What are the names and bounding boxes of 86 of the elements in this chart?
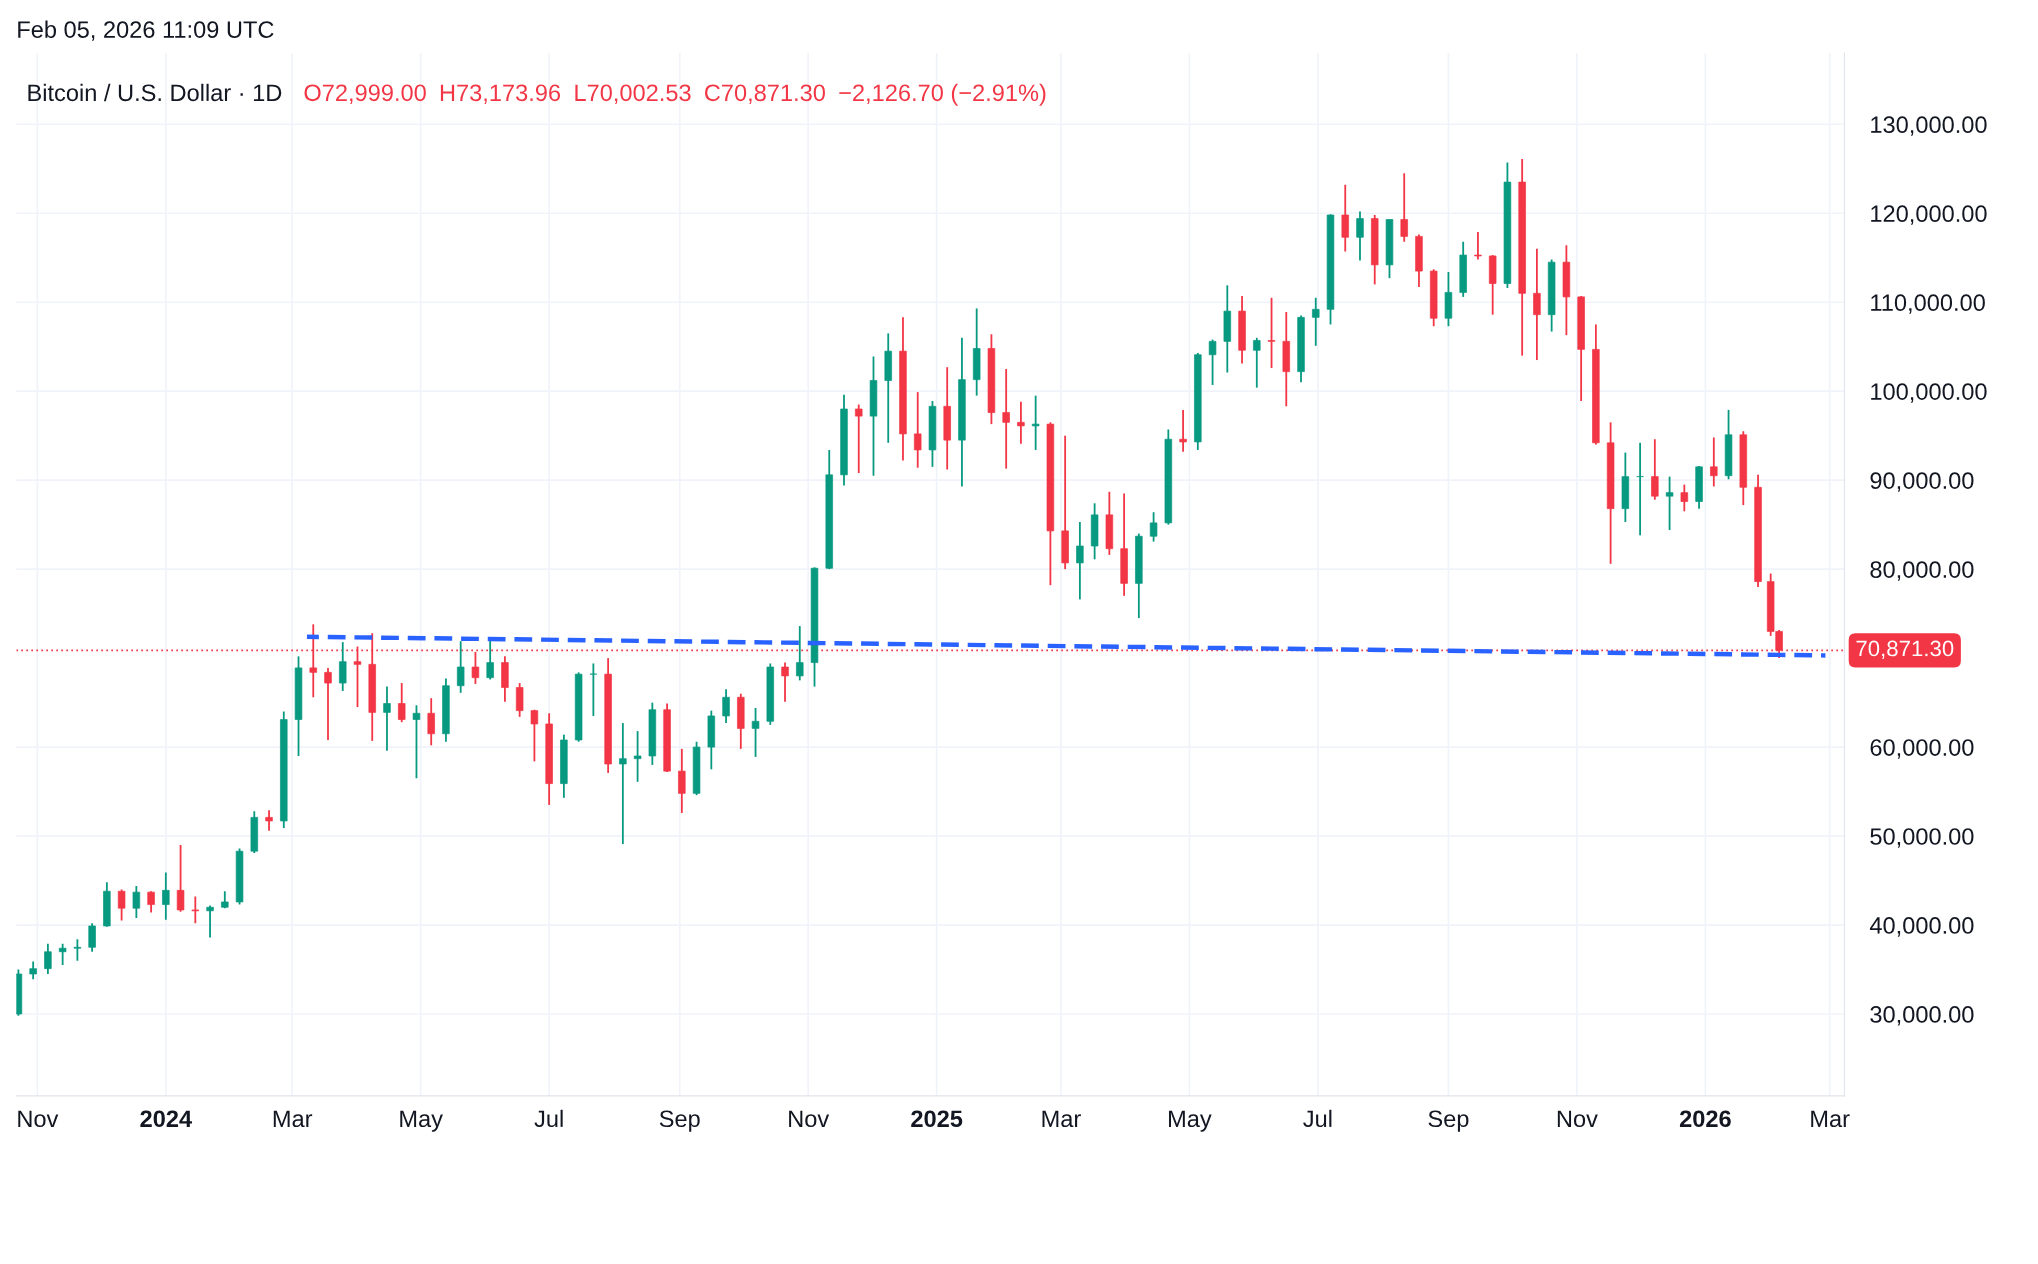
candlestick [132, 884, 141, 919]
x-tick-label: Nov [18, 1110, 59, 1128]
candlestick [324, 667, 332, 741]
text: Feb 05, 2026 11:09 UTC [18, 20, 274, 41]
x-tick-label: May [400, 1110, 443, 1132]
candlestick [781, 661, 789, 703]
y-tick-label: 100,000.00 [1871, 383, 1987, 403]
x-tick-label: Jul [534, 1109, 563, 1128]
candlestick [471, 650, 480, 685]
candlestick [191, 895, 200, 925]
candlestick [265, 809, 273, 832]
candlestick [751, 707, 760, 758]
y-tick-label: 90,000.00 [1870, 472, 1974, 492]
x-tick-label: Nov [789, 1110, 830, 1128]
candlestick [1208, 338, 1217, 386]
x-tick-label: Mar [273, 1110, 313, 1128]
x-tick-label: Mar [1042, 1110, 1081, 1128]
y-tick-label: 40,000.00 [1869, 917, 1974, 937]
annotation: −2,126.70 (−2.91%) [839, 83, 1046, 106]
annotation: H73,173.96 [440, 84, 561, 104]
candlestick [530, 708, 539, 763]
candlestick [1636, 441, 1644, 537]
candlestick [427, 697, 435, 747]
x-tick-label: Mar [1811, 1110, 1850, 1128]
candlestick [1312, 296, 1320, 347]
candlestick [589, 662, 598, 717]
candlestick [1356, 210, 1364, 262]
text: Bitcoin / U.S. Dollar · 1D [28, 83, 282, 102]
y-tick-label: 50,000.00 [1870, 828, 1974, 848]
x-tick-label: May [1169, 1110, 1212, 1132]
candlestick [515, 682, 524, 718]
candlestick [1651, 438, 1659, 501]
candlestick [1400, 172, 1408, 243]
candlestick [1267, 296, 1276, 369]
candlestick [456, 640, 465, 694]
candlestick [88, 922, 96, 953]
candlestick [383, 685, 391, 752]
candlestick [855, 403, 863, 474]
candlestick [1533, 247, 1541, 361]
candlestick [913, 391, 922, 469]
x-tick-label: 2025 [911, 1110, 963, 1128]
x-tick-label: 2026 [1679, 1110, 1731, 1128]
annotation: C70,871.30 [705, 84, 825, 104]
candlestick [796, 625, 804, 682]
annotation: L70,002.53 [575, 84, 691, 104]
ref-line-label: 70,871.30 [1856, 640, 1954, 659]
candlestick [1076, 521, 1084, 601]
candlestick [1665, 475, 1674, 531]
candlestick [117, 888, 126, 922]
y-tick-label: 60,000.00 [1870, 739, 1974, 759]
candlestick [1179, 408, 1187, 453]
candlestick [412, 704, 421, 780]
y-tick-label: 30,000.00 [1870, 1006, 1974, 1026]
annotation: O72,999.00 [304, 84, 426, 104]
candlestick [619, 722, 627, 845]
y-tick-label: 130,000.00 [1871, 116, 1987, 136]
candlestick [206, 904, 214, 939]
candlestick [486, 639, 494, 681]
x-tick-label: Sep [659, 1110, 700, 1132]
candlestick [1680, 483, 1689, 513]
candlestick [147, 890, 155, 914]
x-tick-label: 2024 [140, 1110, 192, 1128]
candlestick [339, 641, 347, 692]
x-tick-label: Jul [1303, 1109, 1332, 1128]
candlestick [1474, 231, 1482, 261]
candlestick [722, 688, 730, 724]
candlestick [58, 942, 67, 966]
candlestick [44, 942, 52, 975]
x-tick-label: Nov [1557, 1110, 1598, 1128]
y-tick-label: 120,000.00 [1871, 205, 1987, 225]
candlestick [73, 938, 82, 962]
candlestick [1149, 511, 1158, 543]
candlestick [1710, 436, 1718, 488]
candlestick [162, 871, 170, 921]
y-tick-label: 80,000.00 [1870, 561, 1974, 581]
candlestick [1017, 400, 1025, 445]
candlestick [398, 682, 406, 724]
candlestick [678, 747, 686, 814]
candlestick [1341, 183, 1349, 253]
candlestick [1253, 336, 1261, 389]
candlestick [1002, 368, 1010, 470]
candlestick [1031, 394, 1040, 451]
candlestick [633, 730, 642, 783]
x-tick-label: Sep [1428, 1110, 1469, 1132]
candlestick [176, 844, 185, 913]
y-tick-label: 110,000.00 [1871, 294, 1985, 314]
